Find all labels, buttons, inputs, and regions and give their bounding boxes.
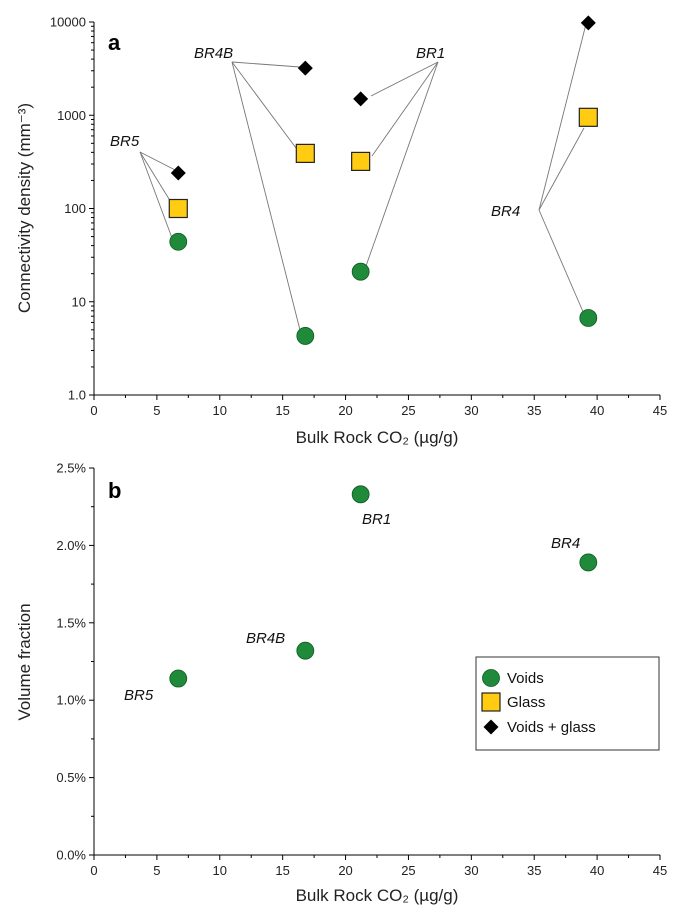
point-label-br1: BR1 <box>362 511 391 528</box>
legend-box <box>475 656 660 751</box>
a-point-circle <box>169 232 188 251</box>
a-point-circle <box>296 327 315 345</box>
a-point-square <box>578 107 598 127</box>
annotation-br1: BR1 <box>416 45 445 62</box>
legend-marker-circle <box>482 669 500 687</box>
a-y-tick-label: 10000 <box>50 15 86 30</box>
b-y-tick-label: 2.5% <box>56 461 86 476</box>
legend-label: Voids + glass <box>507 719 596 736</box>
a-point-circle <box>351 262 370 281</box>
a-x-tick-label: 40 <box>590 403 604 418</box>
a-point-circle <box>579 309 598 327</box>
b-point-circle <box>296 641 315 660</box>
a-point-diamond <box>580 15 596 31</box>
leader-br4b-diamond <box>231 61 301 68</box>
a-x-tick-label: 30 <box>464 403 478 418</box>
legend-label: Glass <box>507 694 545 711</box>
a-point-square <box>295 143 315 163</box>
a-x-tick-label: 10 <box>213 403 227 418</box>
b-x-tick-label: 40 <box>590 863 604 878</box>
point-label-br4b: BR4B <box>246 630 285 647</box>
leader-br5-circle <box>139 151 173 239</box>
panel-a-ticks: 0 5 10 15 20 25 30 35 40 45 1.0 10 100 1000 10000 <box>50 15 667 419</box>
b-x-tick-label: 20 <box>338 863 352 878</box>
a-y-tick-label: 100 <box>64 201 86 216</box>
b-x-tick-label: 35 <box>527 863 541 878</box>
a-y-tick-label: 1000 <box>57 108 86 123</box>
a-point-diamond <box>297 60 313 76</box>
a-x-tick-label: 45 <box>653 403 667 418</box>
b-y-tick-label: 1.0% <box>56 693 86 708</box>
leader-br4-circle <box>538 209 585 315</box>
leader-br1-square <box>371 61 439 157</box>
panel-a-marks <box>168 15 598 345</box>
panel-b-ticks: 0 5 10 15 20 25 30 35 40 45 0.0% 0.5% 1.0% 1.5% 2.0% 2.… <box>56 461 667 879</box>
annotation-br4b: BR4B <box>194 45 233 62</box>
a-point-diamond <box>170 165 186 181</box>
b-y-tick-label: 1.5% <box>56 615 86 630</box>
panel-a-leader-lines <box>139 23 587 331</box>
a-x-tick-label: 0 <box>90 403 97 418</box>
leader-br5-diamond <box>139 151 180 173</box>
legend-marker-diamond <box>483 719 499 735</box>
legend-label: Voids <box>507 670 544 687</box>
legend: Voids Glass Voids + glass <box>475 656 660 751</box>
b-x-tick-label: 15 <box>275 863 289 878</box>
a-x-tick-label: 15 <box>275 403 289 418</box>
panel-b-marks <box>169 485 598 688</box>
panel-a-y-axis-title: Connectivity density (mm⁻³) <box>15 103 34 313</box>
b-y-tick-label: 2.0% <box>56 538 86 553</box>
b-point-circle <box>351 485 370 504</box>
b-x-tick-label: 0 <box>90 863 97 878</box>
a-y-tick-label: 1.0 <box>68 388 86 403</box>
panel-b-x-axis-title: Bulk Rock CO₂ (µg/g) <box>296 886 459 905</box>
leader-br4-square <box>538 127 585 211</box>
panel-a-letter: a <box>108 30 121 55</box>
annotation-br5: BR5 <box>110 133 140 150</box>
b-x-tick-label: 45 <box>653 863 667 878</box>
point-label-br4: BR4 <box>551 535 580 552</box>
leader-br4b-square <box>231 61 297 149</box>
panel-a-x-axis-title: Bulk Rock CO₂ (µg/g) <box>296 428 459 447</box>
b-x-tick-label: 30 <box>464 863 478 878</box>
a-point-diamond <box>353 91 369 107</box>
leader-br1-circle <box>365 61 439 267</box>
leader-br4b-circle <box>231 61 301 331</box>
leader-br1-diamond <box>370 61 439 97</box>
a-point-square <box>168 198 188 219</box>
panel-b: b 0 5 10 15 20 25 30 35 40 45 0.0% 0.5% 1.0% 1.5% 2.0%… <box>15 461 667 906</box>
panel-b-letter: b <box>108 478 121 503</box>
b-x-tick-label: 25 <box>401 863 415 878</box>
a-x-tick-label: 25 <box>401 403 415 418</box>
b-point-circle <box>579 553 598 572</box>
point-label-br5: BR5 <box>124 687 154 704</box>
legend-marker-square <box>481 692 501 712</box>
annotation-br4: BR4 <box>491 203 520 220</box>
b-y-tick-label: 0.0% <box>56 848 86 863</box>
b-y-tick-label: 0.5% <box>56 770 86 785</box>
a-x-tick-label: 35 <box>527 403 541 418</box>
a-y-tick-label: 10 <box>72 294 86 309</box>
b-x-tick-label: 10 <box>213 863 227 878</box>
a-x-tick-label: 20 <box>338 403 352 418</box>
legend-items: Voids Glass Voids + glass <box>481 669 596 736</box>
panel-a: a 0 5 10 15 20 25 30 35 40 45 1.0 10 100 1000 10000 Bu… <box>15 15 667 448</box>
a-point-square <box>351 151 371 171</box>
panel-b-y-axis-title: Volume fraction <box>15 603 34 720</box>
b-x-tick-label: 5 <box>153 863 160 878</box>
leader-br4-diamond <box>538 23 587 211</box>
b-point-circle <box>169 669 188 688</box>
leader-br5-square <box>139 151 175 208</box>
a-x-tick-label: 5 <box>153 403 160 418</box>
